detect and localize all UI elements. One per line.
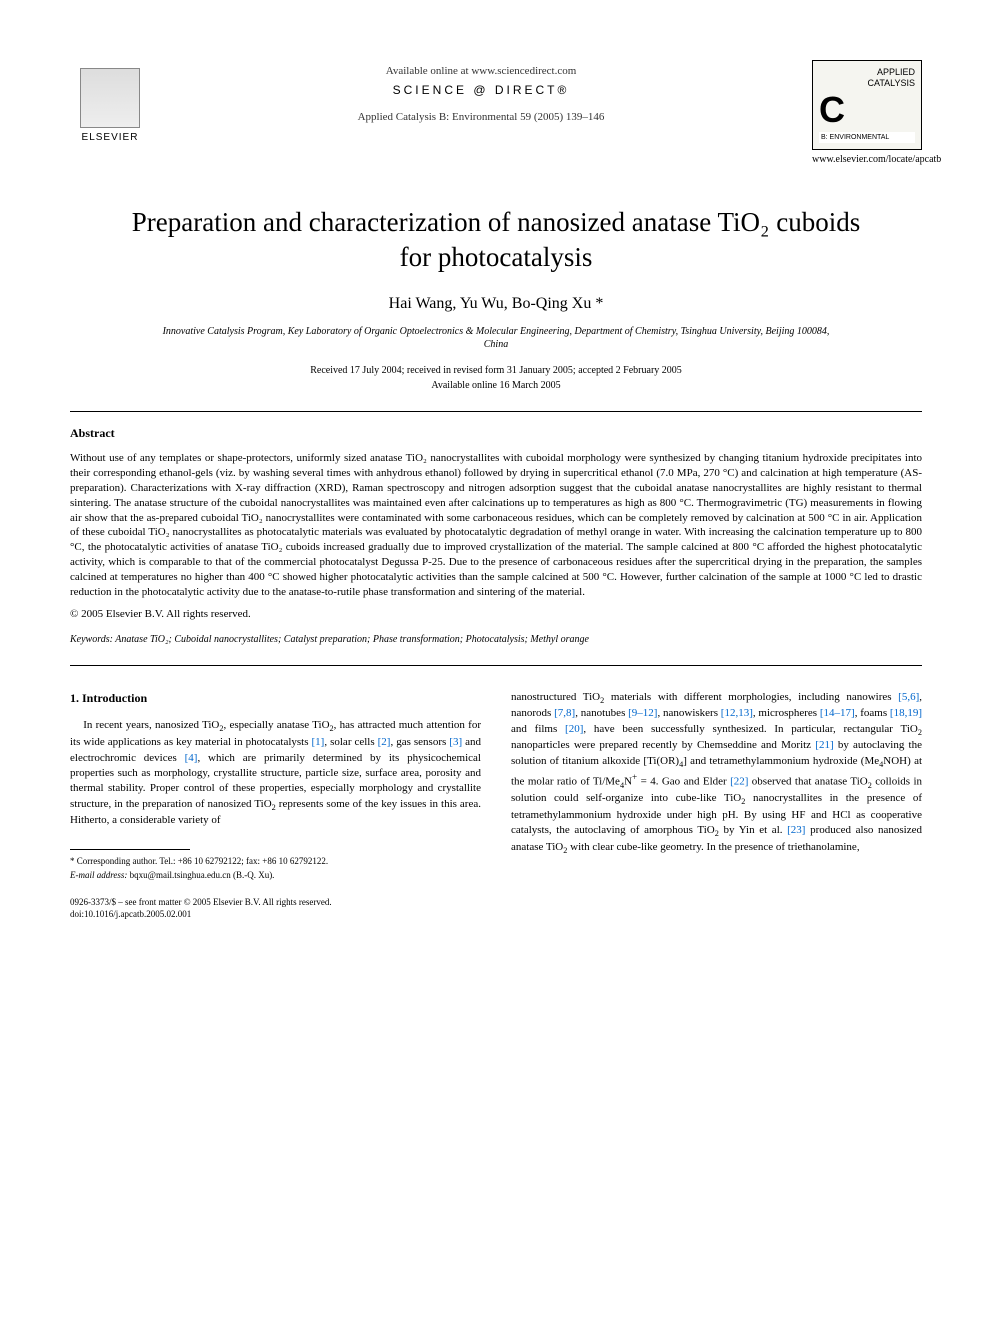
intro-paragraph-left: In recent years, nanosized TiO2, especia… — [70, 718, 481, 828]
available-online-date: Available online 16 March 2005 — [70, 380, 922, 391]
ref-link[interactable]: [2] — [378, 736, 391, 748]
right-column: nanostructured TiO2 materials with diffe… — [511, 690, 922, 921]
page-header: ELSEVIER Available online at www.science… — [70, 60, 922, 165]
science-direct-logo: SCIENCE @ DIRECT® — [150, 83, 812, 97]
intro-paragraph-right: nanostructured TiO2 materials with diffe… — [511, 690, 922, 857]
ref-link[interactable]: [20] — [565, 723, 583, 735]
left-column: 1. Introduction In recent years, nanosiz… — [70, 690, 481, 921]
ref-link[interactable]: [5,6] — [898, 691, 919, 703]
journal-letter-icon: C — [819, 96, 915, 125]
introduction-heading: 1. Introduction — [70, 690, 481, 707]
keywords-line: Keywords: Anatase TiO₂; Cuboidal nanocry… — [70, 634, 922, 645]
corresponding-marker: * — [595, 295, 603, 312]
ref-link[interactable]: [18,19] — [890, 707, 922, 719]
footer-doi: doi:10.1016/j.apcatb.2005.02.001 — [70, 909, 481, 921]
keywords-values: Anatase TiO₂; Cuboidal nanocrystallites;… — [115, 634, 589, 645]
ref-link[interactable]: [9–12] — [628, 707, 657, 719]
journal-name-line1: APPLIED — [819, 67, 915, 78]
abstract-heading: Abstract — [70, 426, 922, 441]
journal-name-line2: CATALYSIS — [819, 78, 915, 89]
ref-link[interactable]: [7,8] — [554, 707, 575, 719]
footer-issn: 0926-3373/$ – see front matter © 2005 El… — [70, 897, 481, 909]
center-header: Available online at www.sciencedirect.co… — [150, 60, 812, 123]
keywords-label: Keywords: — [70, 634, 113, 645]
article-title: Preparation and characterization of nano… — [130, 205, 862, 275]
journal-url: www.elsevier.com/locate/apcatb — [812, 154, 922, 165]
affiliation: Innovative Catalysis Program, Key Labora… — [150, 325, 842, 351]
authors-names: Hai Wang, Yu Wu, Bo-Qing Xu — [389, 295, 592, 312]
email-footnote: E-mail address: bqxu@mail.tsinghua.edu.c… — [70, 870, 481, 882]
journal-cover: APPLIED CATALYSIS C B: ENVIRONMENTAL www… — [812, 60, 922, 165]
ref-link[interactable]: [22] — [730, 775, 748, 787]
copyright-line: © 2005 Elsevier B.V. All rights reserved… — [70, 608, 922, 620]
ref-link[interactable]: [14–17] — [820, 707, 855, 719]
ref-link[interactable]: [21] — [815, 739, 833, 751]
divider-line-2 — [70, 665, 922, 666]
publisher-name: ELSEVIER — [82, 132, 139, 143]
abstract-text: Without use of any templates or shape-pr… — [70, 451, 922, 599]
email-address: bqxu@mail.tsinghua.edu.cn (B.-Q. Xu). — [130, 870, 275, 880]
email-label: E-mail address: — [70, 870, 127, 880]
elsevier-tree-icon — [80, 68, 140, 128]
footnote-divider — [70, 849, 190, 850]
journal-subtitle: B: ENVIRONMENTAL — [819, 132, 915, 143]
ref-link[interactable]: [23] — [787, 824, 805, 836]
available-online-text: Available online at www.sciencedirect.co… — [150, 65, 812, 77]
publisher-logo: ELSEVIER — [70, 60, 150, 150]
received-dates: Received 17 July 2004; received in revis… — [70, 365, 922, 376]
corresponding-footnote: * Corresponding author. Tel.: +86 10 627… — [70, 856, 481, 868]
ref-link[interactable]: [12,13] — [721, 707, 753, 719]
journal-reference: Applied Catalysis B: Environmental 59 (2… — [150, 111, 812, 123]
divider-line — [70, 411, 922, 412]
ref-link[interactable]: [3] — [449, 736, 462, 748]
ref-link[interactable]: [4] — [185, 752, 198, 764]
authors-line: Hai Wang, Yu Wu, Bo-Qing Xu * — [70, 295, 922, 313]
ref-link[interactable]: [1] — [312, 736, 325, 748]
journal-cover-box: APPLIED CATALYSIS C B: ENVIRONMENTAL — [812, 60, 922, 150]
body-columns: 1. Introduction In recent years, nanosiz… — [70, 690, 922, 921]
